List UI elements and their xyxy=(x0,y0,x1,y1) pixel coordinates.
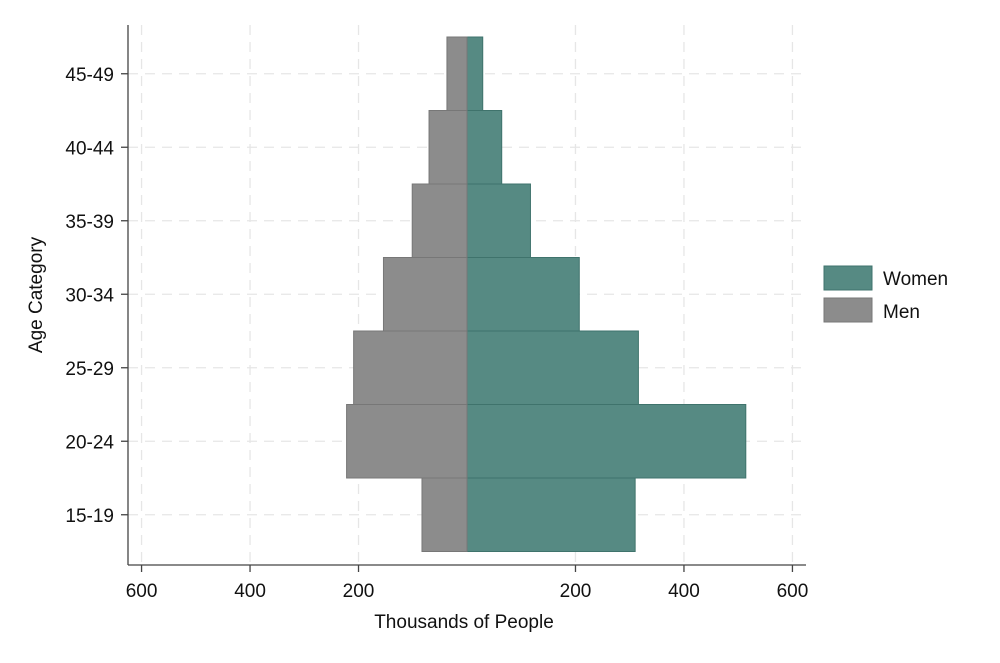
legend: Women Men xyxy=(823,265,948,323)
ticks: 600 400 200 200 400 600 15-19 20-24 25-29 30-34 35… xyxy=(65,65,808,602)
bar-men-35-39 xyxy=(411,183,468,258)
y-axis-label: Age Category xyxy=(26,236,47,353)
y-tick-label: 35-39 xyxy=(65,212,114,233)
bar-women-25-29 xyxy=(466,330,639,405)
bars xyxy=(346,36,747,552)
legend-label-men: Men xyxy=(883,302,920,323)
legend-label-women: Women xyxy=(883,269,948,290)
y-tick-label: 20-24 xyxy=(65,432,114,453)
y-tick-label: 25-29 xyxy=(65,359,114,380)
x-tick-label: 600 xyxy=(126,581,158,602)
bar-women-20-24 xyxy=(466,404,747,479)
y-tick-label: 45-49 xyxy=(65,65,114,86)
bar-women-45-49 xyxy=(466,36,484,111)
bar-men-20-24 xyxy=(346,404,468,479)
legend-swatch-men xyxy=(823,297,873,323)
y-tick-label: 30-34 xyxy=(65,285,114,306)
bar-men-30-34 xyxy=(382,257,468,332)
bar-women-35-39 xyxy=(466,183,531,258)
y-tick-label: 40-44 xyxy=(65,138,114,159)
x-tick-label: 400 xyxy=(234,581,266,602)
axes xyxy=(127,25,806,566)
x-tick-label: 400 xyxy=(668,581,700,602)
y-tick-label: 15-19 xyxy=(65,506,114,527)
legend-swatch-women xyxy=(823,265,873,291)
x-tick-label: 600 xyxy=(777,581,809,602)
bar-women-30-34 xyxy=(466,257,580,332)
bar-women-40-44 xyxy=(466,110,503,185)
bar-men-15-19 xyxy=(421,477,468,552)
bar-men-45-49 xyxy=(446,36,468,111)
bar-men-40-44 xyxy=(428,110,468,185)
x-tick-label: 200 xyxy=(343,581,375,602)
x-tick-label: 200 xyxy=(560,581,592,602)
bar-men-25-29 xyxy=(353,330,468,405)
bar-women-15-19 xyxy=(466,477,636,552)
x-axis-label: Thousands of People xyxy=(374,612,554,633)
